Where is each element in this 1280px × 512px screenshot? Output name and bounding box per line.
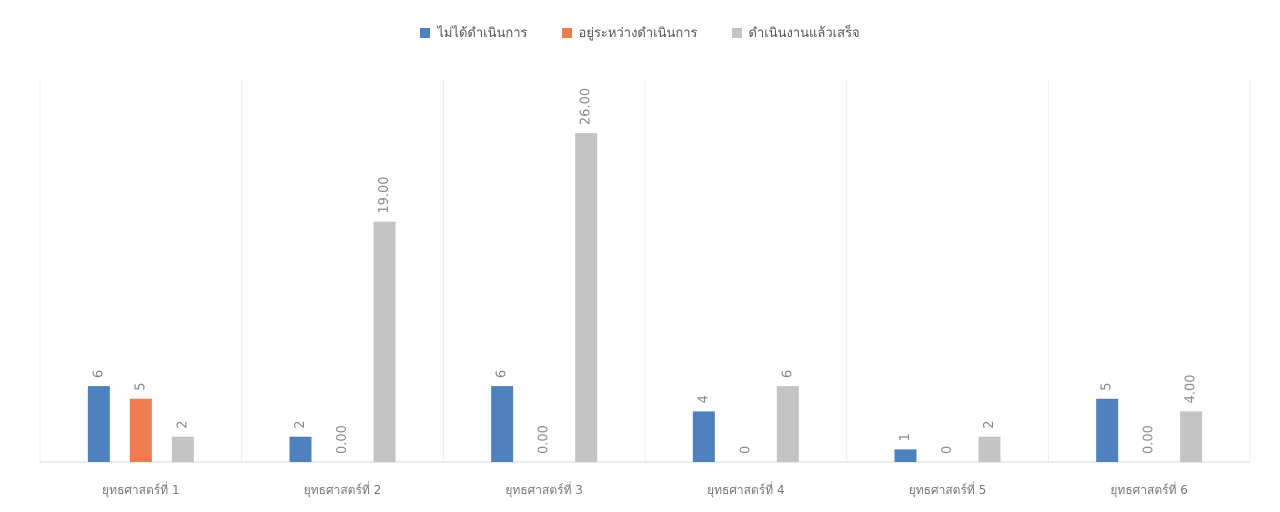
x-tick-label-2: ยุทธศาสตร์ที่ 2: [304, 481, 382, 498]
bar-s1-c6: [1096, 398, 1119, 462]
data-label-s1-c5: 1: [898, 433, 913, 441]
x-tick-label-1: ยุทธศาสตร์ที่ 1: [102, 481, 180, 498]
bar-s3-c2: [373, 221, 396, 462]
bar-s1-c5: [894, 449, 917, 462]
bar-s3-c6: [1180, 411, 1203, 462]
legend-label-in-progress: อยู่ระหว่างดำเนินการ: [578, 26, 698, 41]
data-label-s1-c4: 4: [696, 395, 711, 403]
data-label-s1-c6: 5: [1100, 382, 1115, 390]
x-tick-label-5: ยุทธศาสตร์ที่ 5: [909, 481, 987, 498]
bar-s3-c3: [575, 133, 598, 462]
data-label-s3-c1: 2: [175, 420, 190, 428]
legend-label-completed: ดำเนินงานแล้วเสร็จ: [748, 26, 860, 41]
data-label-s3-c4: 6: [780, 370, 795, 378]
data-label-s3-c5: 2: [982, 420, 997, 428]
x-tick-label-3: ยุทธศาสตร์ที่ 3: [505, 481, 583, 498]
bar-s3-c4: [776, 386, 799, 462]
bar-s1-c3: [491, 386, 514, 462]
legend-item-in-progress: อยู่ระหว่างดำเนินการ: [561, 22, 698, 43]
x-tick-label-4: ยุทธศาสตร์ที่ 4: [707, 481, 785, 498]
data-label-s1-c1: 6: [91, 370, 106, 378]
data-label-s1-c2: 2: [293, 420, 308, 428]
legend-swatch-in-progress: [561, 27, 572, 38]
legend-swatch-not-started: [420, 27, 431, 38]
bar-s3-c5: [978, 436, 1001, 462]
x-tick-label-6: ยุทธศาสตร์ที่ 6: [1110, 481, 1188, 498]
data-label-s2-c2: 0.00: [335, 425, 350, 454]
legend-swatch-completed: [731, 27, 742, 38]
data-label-s2-c5: 0: [940, 446, 955, 454]
data-label-s2-c3: 0.00: [537, 425, 552, 454]
data-label-s1-c3: 6: [495, 370, 510, 378]
bar-s1-c2: [289, 436, 312, 462]
data-label-s2-c6: 0.00: [1142, 425, 1157, 454]
data-label-s3-c2: 19.00: [377, 176, 392, 213]
legend: ไม่ได้ดำเนินการ อยู่ระหว่างดำเนินการ ดำเ…: [0, 22, 1280, 43]
bar-s1-c1: [87, 386, 110, 462]
data-label-s3-c6: 4.00: [1184, 374, 1199, 403]
legend-label-not-started: ไม่ได้ดำเนินการ: [437, 26, 528, 41]
legend-item-completed: ดำเนินงานแล้วเสร็จ: [731, 22, 860, 43]
data-label-s3-c3: 26.00: [579, 88, 594, 125]
data-label-s2-c4: 0: [738, 446, 753, 454]
data-label-s2-c1: 5: [133, 382, 148, 390]
bar-s1-c4: [692, 411, 715, 462]
bar-s2-c1: [129, 398, 152, 462]
legend-item-not-started: ไม่ได้ดำเนินการ: [420, 22, 528, 43]
bar-s3-c1: [171, 436, 194, 462]
